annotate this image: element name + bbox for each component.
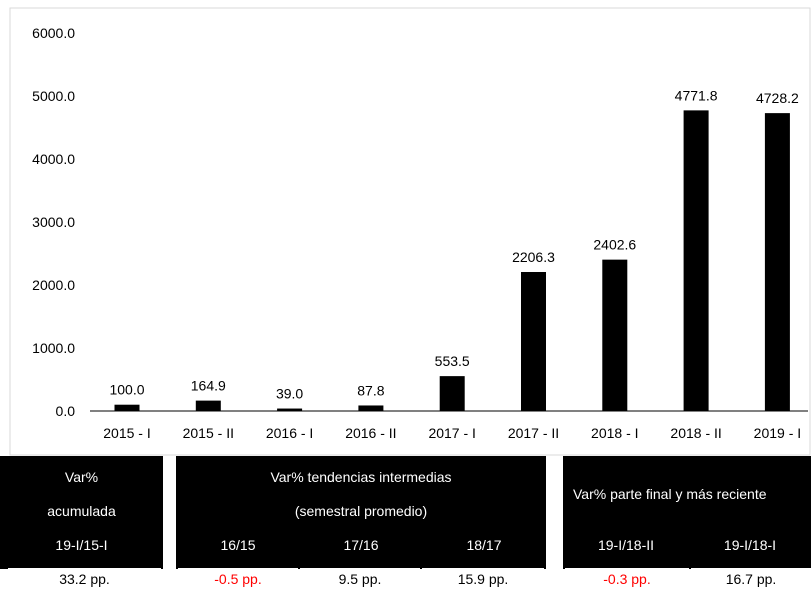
cell-intermediate-2: 9.5 pp. [300,568,420,590]
bar [764,113,790,411]
block-recent-sub-2: 19-I/18-I [723,537,777,553]
data-label: 4728.2 [756,90,799,106]
bar [521,272,546,411]
block-intermediate: Var% tendencias intermedias (semestral p… [176,456,546,569]
x-tick-label: 2019 - I [754,425,801,441]
value-labels: 100.0 164.9 39.0 87.8 553.5 2206.3 2402.6 4771.… [109,87,799,401]
data-label: 100.0 [109,382,144,398]
bar [195,400,221,411]
x-tick-label: 2017 - II [508,425,559,441]
block-intermediate-sub-1: 16/15 [220,537,256,553]
block-accumulated-header-1: Var% [64,469,99,485]
block-intermediate-header-1: Var% tendencias intermedias [270,469,452,485]
cell-recent-2: 16.7 pp. [691,568,811,590]
block-recent: Var% parte final y más reciente 19-I/18-… [563,456,811,569]
cell-intermediate-3: 15.9 pp. [422,568,544,590]
x-tick-label: 2016 - I [266,425,313,441]
x-tick-label: 2016 - II [345,425,396,441]
x-tick-label: 2018 - I [591,425,638,441]
cell-accumulated: 33.2 pp. [8,568,161,590]
bar-series [114,110,790,412]
block-intermediate-sub-3: 18/17 [466,537,502,553]
x-tick-label: 2015 - I [103,425,150,441]
data-label: 2402.6 [593,237,636,253]
bar [602,259,628,411]
data-label: 4771.8 [675,87,718,103]
block-accumulated-sub: 19-I/15-I [55,537,108,553]
data-label: 87.8 [357,382,384,398]
cell-intermediate-1: -0.5 pp. [178,568,298,590]
x-tick-label: 2018 - II [670,425,721,441]
x-axis-labels: 2015 - I 2015 - II 2016 - I 2016 - II 2017 -… [103,425,801,441]
bar [277,408,303,411]
y-tick-label: 2000.0 [32,277,75,293]
y-tick-label: 1000.0 [32,340,75,356]
data-label: 39.0 [276,386,303,402]
bar [114,404,140,411]
y-tick-label: 5000.0 [32,88,75,104]
summary-table: Var% acumulada 19-I/15-I 33.2 pp. Var% t… [0,456,811,590]
bar-chart: 0.01000.02000.03000.04000.05000.06000.0 … [9,7,811,456]
y-tick-label: 0.0 [56,403,76,419]
y-tick-label: 4000.0 [32,151,75,167]
chart-border [9,7,811,456]
x-tick-label: 2017 - I [428,425,475,441]
bar [358,405,384,411]
y-axis-ticks: 0.0 1000.0 2000.0 3000.0 4000.0 5000.0 6000.0 [32,25,75,419]
block-recent-header: Var% parte final y más reciente [573,486,767,502]
block-recent-sub-1: 19-I/18-II [597,537,655,553]
data-label: 164.9 [191,378,226,394]
block-intermediate-sub-2: 17/16 [343,537,379,553]
bar [439,376,465,411]
bar [683,110,709,412]
block-accumulated-header-2: acumulada [47,503,116,519]
x-tick-label: 2015 - II [183,425,234,441]
block-intermediate-header-2: (semestral promedio) [294,503,428,519]
y-tick-label: 3000.0 [32,214,75,230]
cell-recent-1: -0.3 pp. [565,568,689,590]
y-tick-label: 6000.0 [32,25,75,41]
data-label: 2206.3 [512,249,555,265]
data-label: 553.5 [435,353,470,369]
block-accumulated: Var% acumulada 19-I/15-I [0,456,163,569]
